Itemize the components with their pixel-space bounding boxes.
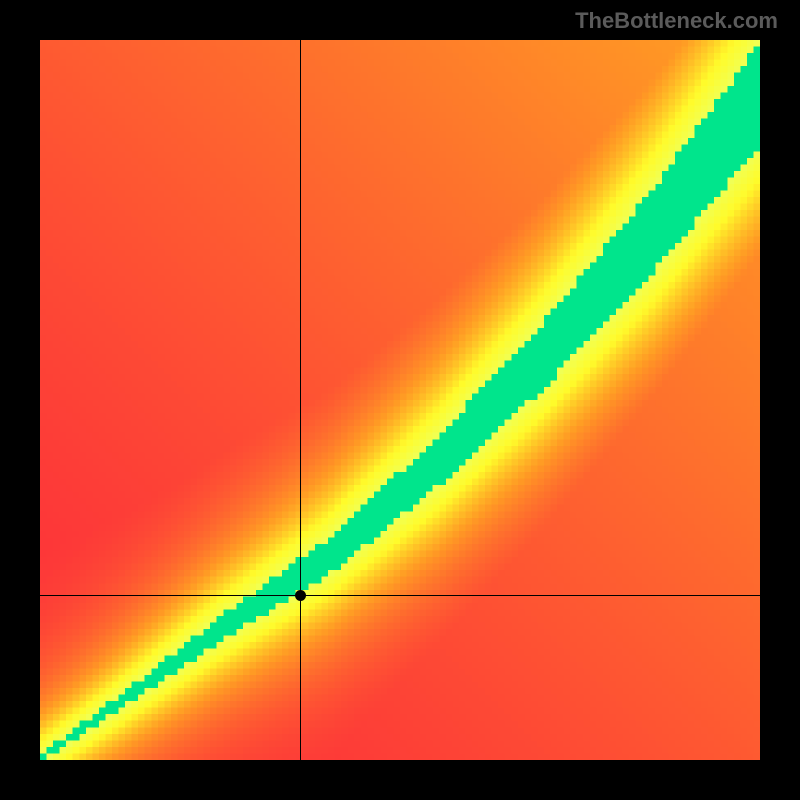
crosshair-marker xyxy=(295,590,306,601)
bottleneck-heatmap xyxy=(40,40,760,760)
crosshair-vertical xyxy=(300,40,301,760)
crosshair-horizontal xyxy=(40,595,760,596)
watermark-text: TheBottleneck.com xyxy=(575,8,778,34)
plot-area xyxy=(40,40,760,760)
